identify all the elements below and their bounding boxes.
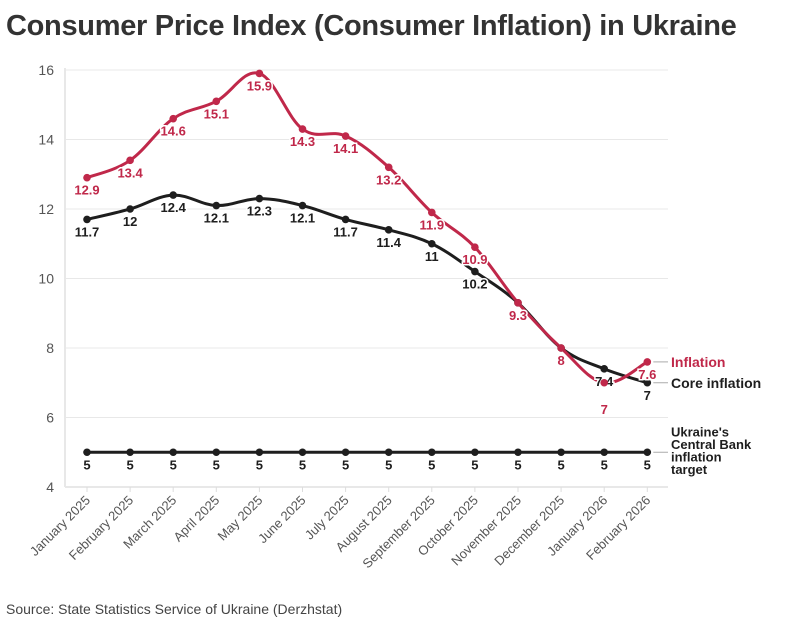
data-label-core-inflation: 11.7: [333, 224, 358, 239]
data-label-core-inflation: 11.7: [75, 224, 100, 239]
data-label-core-inflation: 11.4: [376, 235, 401, 250]
data-label-core-inflation: 12: [123, 214, 137, 229]
y-tick-label: 8: [46, 340, 54, 356]
data-label-inflation: 7: [601, 402, 608, 417]
data-point-target: [514, 448, 522, 457]
data-label-inflation: 10.9: [462, 252, 487, 267]
data-point-core-inflation: [428, 239, 436, 248]
data-point-inflation: [471, 243, 479, 252]
legend-label-target: inflation: [671, 449, 722, 464]
data-point-inflation: [341, 132, 350, 140]
data-point-inflation: [384, 163, 393, 172]
data-label-target: 5: [557, 457, 564, 472]
y-tick-label: 14: [38, 132, 54, 148]
data-point-target: [643, 448, 652, 457]
data-label-inflation: 13.2: [376, 172, 401, 187]
data-point-inflation: [557, 344, 565, 352]
y-tick-label: 16: [38, 62, 54, 78]
data-label-core-inflation: 12.4: [161, 200, 187, 215]
data-point-inflation: [428, 208, 436, 217]
data-point-target: [126, 448, 134, 457]
data-label-target: 5: [126, 457, 133, 472]
chart-title: Consumer Price Index (Consumer Inflation…: [6, 10, 737, 42]
data-point-core-inflation: [126, 205, 134, 213]
data-point-core-inflation: [255, 194, 264, 203]
data-point-core-inflation: [384, 226, 393, 234]
data-label-target: 5: [428, 457, 435, 472]
legend-label-target: target: [671, 462, 708, 477]
data-point-target: [384, 448, 393, 457]
data-point-core-inflation: [471, 267, 479, 276]
data-point-target: [212, 448, 221, 457]
data-point-core-inflation: [600, 365, 608, 373]
data-point-target: [298, 448, 307, 457]
data-point-target: [600, 448, 608, 457]
series-line-inflation: [86, 71, 649, 385]
data-point-core-inflation: [83, 215, 91, 224]
data-point-core-inflation: [169, 191, 177, 199]
data-label-target: 5: [601, 457, 608, 472]
data-point-inflation: [298, 125, 307, 133]
data-label-core-inflation: 12.3: [247, 204, 272, 219]
data-point-inflation: [169, 114, 177, 123]
data-label-inflation: 14.3: [290, 134, 315, 149]
data-label-inflation: 9.3: [509, 308, 527, 323]
data-label-inflation: 12.9: [74, 183, 99, 198]
x-tick-label: June 2025: [255, 493, 309, 547]
legend-label-core-inflation: Core inflation: [671, 375, 761, 391]
data-point-target: [471, 448, 479, 457]
data-point-inflation: [255, 69, 264, 78]
source-note: Source: State Statistics Service of Ukra…: [6, 601, 343, 617]
data-label-inflation: 8: [557, 353, 564, 368]
data-label-target: 5: [514, 457, 521, 472]
data-label-target: 5: [213, 457, 220, 472]
data-point-core-inflation: [298, 201, 307, 210]
data-point-inflation: [83, 173, 91, 182]
data-point-inflation: [514, 299, 522, 307]
data-label-core-inflation: 7: [644, 388, 651, 403]
data-label-inflation: 11.9: [420, 217, 445, 232]
legend-label-inflation: Inflation: [671, 354, 725, 370]
data-label-inflation: 14.6: [161, 124, 186, 139]
data-point-inflation: [126, 156, 134, 165]
data-label-inflation: 15.9: [247, 78, 272, 93]
data-label-target: 5: [299, 457, 306, 472]
data-label-target: 5: [170, 457, 177, 472]
data-point-target: [428, 448, 436, 457]
data-label-target: 5: [83, 457, 90, 472]
data-label-target: 5: [471, 457, 478, 472]
data-label-core-inflation: 10.2: [462, 277, 487, 292]
data-label-inflation: 14.1: [333, 141, 358, 156]
legend-label-target: Ukraine's: [671, 424, 729, 439]
data-label-inflation: 13.4: [117, 165, 143, 180]
data-point-inflation: [600, 378, 608, 387]
data-point-target: [557, 448, 565, 457]
data-label-target: 5: [385, 457, 392, 472]
data-label-target: 5: [644, 457, 651, 472]
data-point-target: [341, 448, 350, 457]
y-tick-label: 6: [46, 410, 54, 426]
data-point-target: [255, 448, 264, 457]
x-tick-label: April 2025: [170, 493, 222, 545]
data-label-core-inflation: 11: [425, 249, 439, 264]
y-tick-label: 4: [46, 479, 54, 495]
data-point-inflation: [212, 97, 221, 106]
data-point-core-inflation: [212, 201, 221, 210]
legend-label-target: Central Bank: [671, 437, 752, 452]
data-label-target: 5: [342, 457, 349, 472]
data-label-core-inflation: 12.1: [204, 211, 229, 226]
data-point-core-inflation: [341, 215, 350, 224]
data-label-inflation: 15.1: [204, 106, 229, 121]
data-label-core-inflation: 12.1: [290, 211, 315, 226]
data-point-inflation: [643, 358, 652, 366]
y-tick-label: 10: [38, 271, 54, 287]
data-point-target: [83, 448, 91, 457]
data-point-target: [169, 448, 177, 457]
y-tick-label: 12: [38, 201, 54, 217]
data-label-target: 5: [256, 457, 263, 472]
data-point-core-inflation: [643, 378, 652, 387]
data-label-inflation: 7.6: [638, 367, 656, 382]
